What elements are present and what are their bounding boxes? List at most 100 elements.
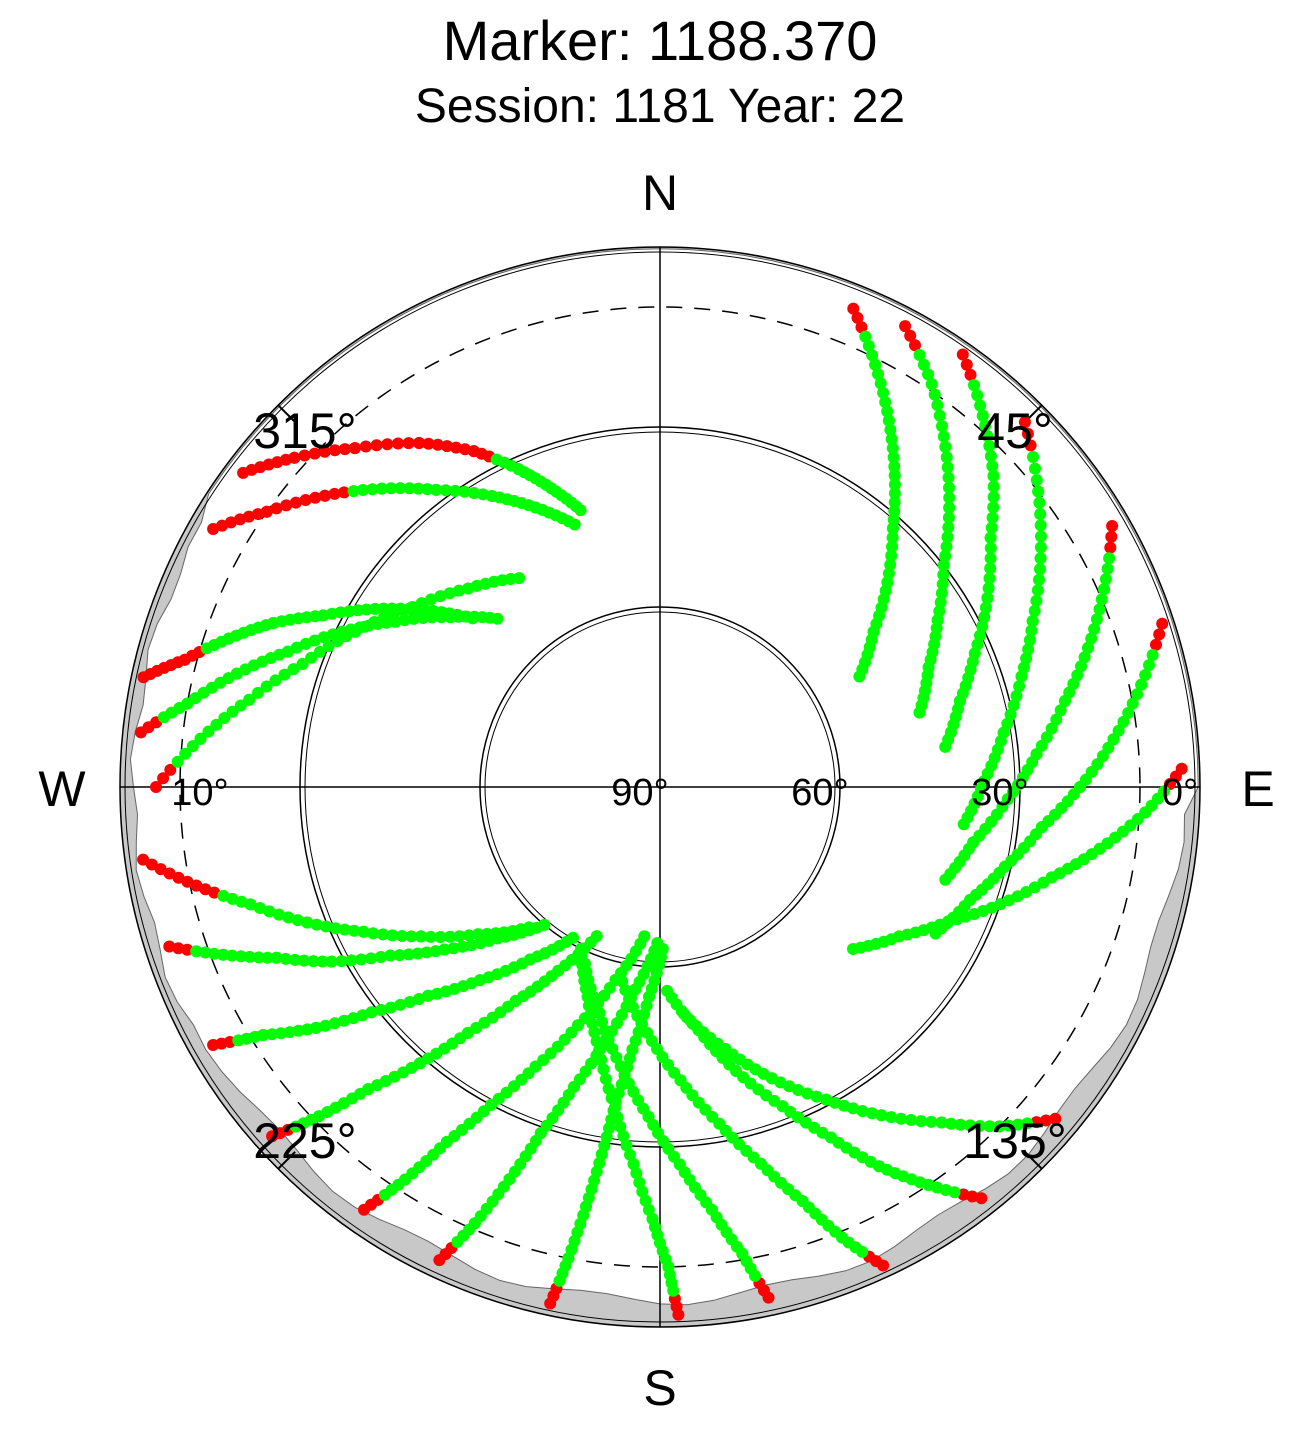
track-point bbox=[939, 740, 952, 753]
track-point bbox=[887, 451, 900, 464]
track-point bbox=[986, 460, 999, 473]
track-point bbox=[538, 918, 551, 931]
track-point bbox=[899, 320, 912, 333]
compass-west-label: W bbox=[38, 761, 86, 817]
track-point bbox=[1018, 416, 1031, 429]
track-point bbox=[904, 329, 917, 342]
track-point bbox=[993, 1120, 1006, 1133]
track-point bbox=[420, 946, 433, 959]
track-point bbox=[987, 470, 1000, 482]
track-point bbox=[1095, 593, 1108, 606]
track-point bbox=[157, 772, 170, 785]
elevation-label-0: 0° bbox=[1162, 772, 1198, 814]
track-point bbox=[355, 953, 368, 966]
track-point bbox=[978, 611, 991, 624]
track-point bbox=[847, 1102, 860, 1115]
track-point bbox=[1034, 541, 1047, 554]
track-point bbox=[1131, 688, 1144, 701]
track-point bbox=[357, 925, 370, 938]
track-point bbox=[387, 607, 400, 620]
satellite-track bbox=[163, 918, 551, 968]
track-point bbox=[639, 1194, 652, 1207]
track-point bbox=[292, 1024, 305, 1037]
satellite-track bbox=[150, 572, 526, 793]
track-point bbox=[636, 1185, 649, 1198]
satellite-track bbox=[207, 482, 581, 535]
track-point bbox=[338, 923, 351, 936]
track-point bbox=[624, 1148, 636, 1161]
track-point bbox=[395, 930, 408, 942]
track-point bbox=[226, 949, 238, 962]
satellite-track bbox=[939, 520, 1119, 886]
track-point bbox=[447, 942, 460, 955]
track-point bbox=[1078, 651, 1091, 664]
track-point bbox=[359, 440, 372, 453]
track-point bbox=[1099, 573, 1112, 586]
track-point bbox=[422, 437, 435, 450]
track-point bbox=[402, 437, 415, 450]
track-point bbox=[299, 637, 312, 650]
track-point bbox=[450, 441, 462, 454]
track-point bbox=[226, 705, 239, 718]
track-point bbox=[145, 858, 158, 871]
track-point bbox=[1106, 520, 1119, 532]
track-point bbox=[574, 504, 587, 517]
track-point bbox=[943, 501, 956, 514]
track-point bbox=[928, 388, 941, 401]
track-point bbox=[426, 611, 439, 624]
track-point bbox=[1085, 632, 1098, 645]
track-point bbox=[328, 444, 341, 457]
track-point bbox=[154, 863, 167, 876]
track-point bbox=[477, 488, 489, 501]
compass-east-label: E bbox=[1241, 761, 1274, 817]
track-point bbox=[1082, 641, 1094, 654]
track-point bbox=[434, 590, 447, 603]
track-point bbox=[412, 482, 425, 495]
track-point bbox=[472, 928, 485, 941]
track-point bbox=[1015, 670, 1028, 683]
track-point bbox=[453, 584, 465, 597]
track-point bbox=[983, 1120, 996, 1133]
track-point bbox=[975, 1192, 988, 1205]
track-point bbox=[1039, 1114, 1052, 1127]
track-point bbox=[887, 513, 900, 526]
track-point bbox=[396, 604, 409, 617]
track-point bbox=[348, 924, 361, 937]
track-point bbox=[290, 641, 303, 654]
track-point bbox=[942, 521, 955, 534]
track-point bbox=[943, 481, 955, 494]
track-point bbox=[905, 1114, 917, 1126]
track-point bbox=[853, 670, 866, 683]
track-point bbox=[1139, 669, 1152, 681]
track-point bbox=[596, 1016, 609, 1028]
track-point bbox=[1029, 462, 1041, 475]
track-point bbox=[365, 952, 377, 965]
track-point bbox=[1032, 485, 1045, 498]
track-point bbox=[270, 951, 283, 964]
track-point bbox=[630, 1167, 643, 1180]
track-point bbox=[1022, 643, 1035, 656]
track-point bbox=[1030, 1116, 1043, 1129]
track-point bbox=[1088, 623, 1101, 635]
track-point bbox=[266, 1028, 278, 1041]
track-point bbox=[308, 634, 321, 647]
track-point bbox=[328, 487, 341, 500]
track-point bbox=[425, 593, 438, 606]
track-point bbox=[287, 663, 300, 676]
track-point bbox=[1013, 680, 1026, 693]
track-point bbox=[884, 423, 897, 436]
track-point bbox=[884, 558, 897, 571]
track-point bbox=[137, 853, 150, 866]
track-point bbox=[888, 460, 901, 473]
track-point bbox=[375, 1004, 388, 1016]
track-point bbox=[976, 620, 989, 633]
track-point bbox=[348, 442, 361, 455]
track-point bbox=[1049, 1112, 1062, 1125]
track-point bbox=[1025, 624, 1038, 637]
track-point bbox=[925, 1115, 938, 1128]
track-point bbox=[199, 946, 212, 959]
track-point bbox=[261, 951, 274, 964]
satellite-track bbox=[847, 302, 901, 683]
track-point bbox=[983, 572, 996, 585]
track-point bbox=[458, 485, 471, 498]
